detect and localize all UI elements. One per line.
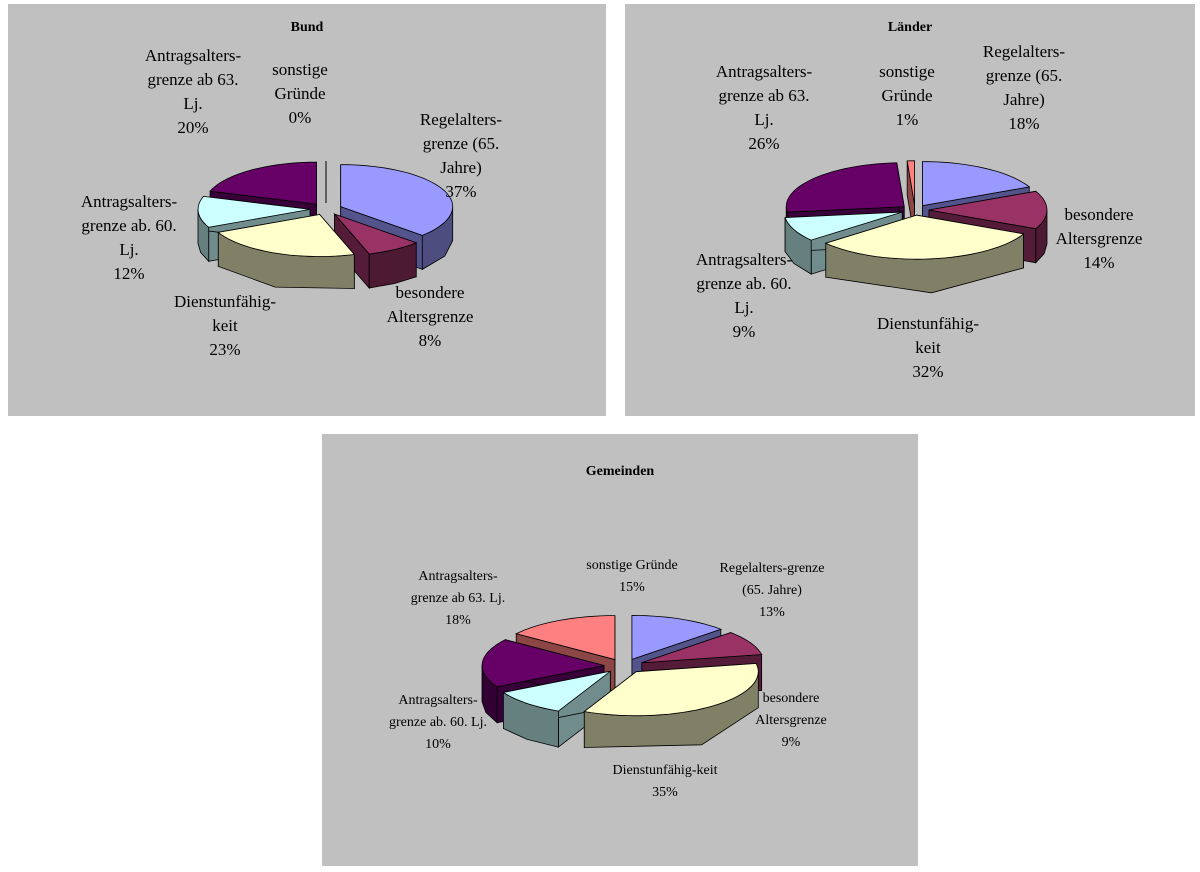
slice-label-sonstige-gruende: sonstige Gründe 0%	[272, 60, 328, 127]
slice-label-antragsaltersgrenze-63: Antragsalters-grenze ab 63. Lj. 26%	[715, 62, 813, 153]
chart-panel-bund: Bund Regelalters-grenze (65. Jahre) 37% be…	[8, 4, 606, 416]
slice-label-sonstige-gruende: sonstige Gründe 15%	[586, 558, 678, 595]
pie-slice-3	[784, 211, 903, 241]
chart-panel-laender: Länder Regelalters-grenze (65. Jahre) 18% …	[625, 4, 1195, 416]
pie-slice-2	[824, 214, 1025, 260]
pie-slice-0	[340, 164, 454, 236]
pie-chart-gemeinden	[481, 614, 763, 749]
pie-slice-3	[502, 670, 611, 712]
slice-label-besondere-altersgrenze: besondere Altersgrenze 8%	[386, 283, 474, 350]
pie-chart-laender	[784, 160, 1048, 294]
pie-slice-5	[906, 160, 916, 205]
pie-slice-3	[197, 195, 311, 228]
slice-label-regelaltersgrenze: Regelalters-grenze (65. Jahre) 13%	[719, 561, 825, 620]
slice-label-sonstige-gruende: sonstige Gründe 1%	[879, 62, 935, 129]
pie-slice-2	[217, 214, 356, 257]
slice-label-antragsaltersgrenze-60: Antragsalters-grenze ab. 60. Lj. 10%	[389, 693, 487, 752]
pie-slice-1	[928, 190, 1048, 230]
slice-label-antragsaltersgrenze-60: Antragsalters-grenze ab. 60. Lj. 9%	[695, 250, 793, 341]
pie-slice-1	[641, 632, 763, 664]
pie-slice-4	[209, 161, 318, 205]
slice-label-dienstunfaehigkeit: Dienstunfähig-keit 35%	[612, 763, 718, 800]
slice-label-antragsaltersgrenze-63: Antragsalters-grenze ab 63. Lj. 20%	[144, 46, 242, 137]
slice-label-besondere-altersgrenze: besondere Altersgrenze 9%	[755, 691, 827, 750]
pie-slice-4	[785, 162, 905, 213]
pie-chart-bund	[197, 161, 454, 290]
slice-label-regelaltersgrenze: Regelalters-grenze (65. Jahre) 18%	[982, 42, 1066, 133]
slice-label-besondere-altersgrenze: besondere Altersgrenze 14%	[1055, 205, 1143, 272]
slice-label-dienstunfaehigkeit: Dienstunfähig-keit 23%	[174, 292, 276, 359]
slice-label-regelaltersgrenze: Regelalters-grenze (65. Jahre) 37%	[419, 110, 503, 201]
slice-label-dienstunfaehigkeit: Dienstunfähig-keit 32%	[877, 314, 979, 381]
pie-slice-1	[333, 213, 418, 255]
chart-title: Bund	[290, 20, 324, 35]
pie-slice-0	[631, 614, 723, 660]
chart-title: Länder	[887, 20, 933, 35]
pie-slice-2	[583, 663, 759, 717]
chart-title: Gemeinden	[585, 464, 655, 479]
chart-panel-gemeinden: Gemeinden Regelalters-grenze (65. Jahre) 1…	[322, 434, 918, 866]
slice-label-antragsaltersgrenze-63: Antragsalters-grenze ab 63. Lj. 18%	[410, 569, 506, 628]
pie-slice-0	[922, 161, 1031, 207]
pie-slice-4	[481, 639, 605, 688]
pie-slice-5	[515, 615, 616, 661]
slice-label-antragsaltersgrenze-60: Antragsalters-grenze ab. 60. Lj. 12%	[80, 192, 178, 283]
